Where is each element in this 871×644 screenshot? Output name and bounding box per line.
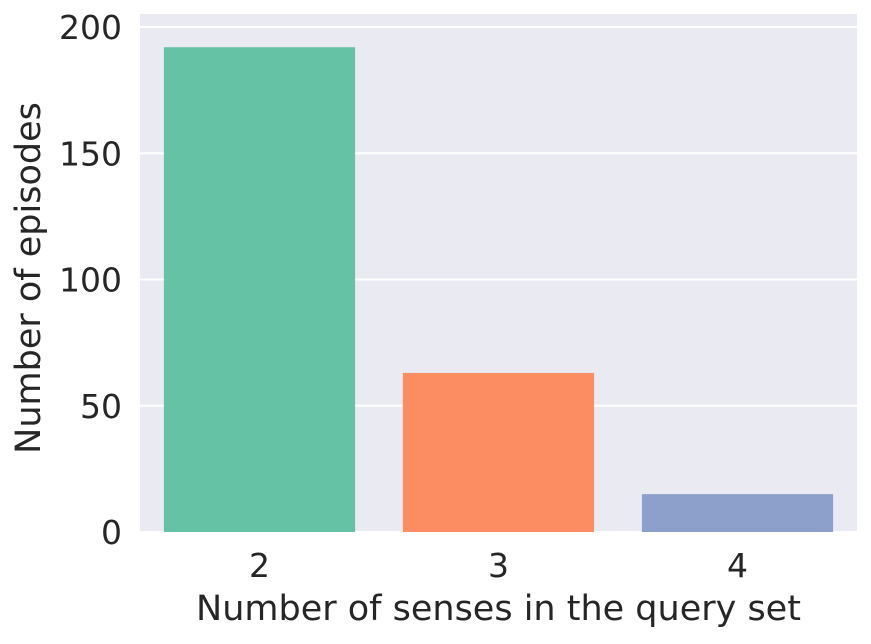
y-tick-label: 100: [59, 261, 122, 300]
y-tick-label: 150: [59, 134, 122, 173]
bar-3: [402, 372, 595, 532]
x-tick-label: 2: [249, 546, 270, 585]
y-axis-ticks: 0 50 100 150 200: [59, 8, 122, 552]
x-axis-label: Number of senses in the query set: [196, 589, 801, 629]
bar-2: [163, 47, 356, 532]
bars: [163, 47, 834, 532]
y-tick-label: 0: [101, 513, 122, 552]
x-tick-label: 3: [488, 546, 509, 585]
y-tick-label: 200: [59, 8, 122, 47]
x-axis-ticks: 2 3 4: [249, 546, 748, 585]
y-axis-label: Number of episodes: [9, 102, 49, 454]
bar-4: [641, 494, 834, 532]
x-tick-label: 4: [727, 546, 748, 585]
y-tick-label: 50: [80, 387, 122, 426]
